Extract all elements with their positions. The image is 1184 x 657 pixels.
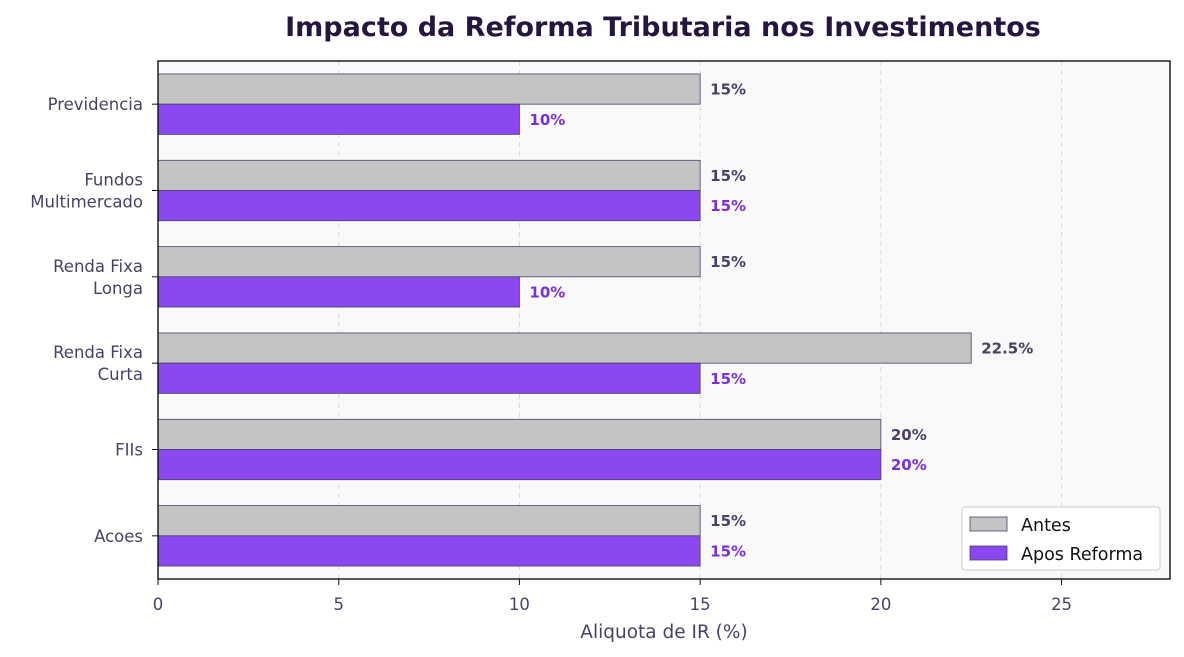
x-tick-label: 5 [333, 595, 344, 614]
x-tick-label: 20 [870, 595, 891, 614]
bar-apos-reforma [157, 535, 701, 567]
value-labels: 15% 15% 20% 20% 22.5% 15% 15% 10% 15% 15% 15% 10% [529, 81, 1033, 561]
bar-value-label: 10% [529, 283, 565, 301]
bar-antes [157, 159, 701, 191]
legend-label-antes: Antes [1021, 516, 1071, 536]
x-tick-label: 10 [509, 595, 530, 614]
bar-antes [157, 332, 972, 364]
plot-frame [157, 60, 1171, 580]
x-tick-label: 25 [1051, 595, 1072, 614]
bar-antes [157, 246, 701, 278]
bar-apos-reforma [157, 362, 701, 394]
bar-apos-reforma [157, 103, 520, 135]
legend-frame [961, 506, 1161, 571]
x-axis-label: Aliquota de IR (%) [580, 622, 747, 643]
y-tick-label: Renda Fixa Longa [53, 257, 143, 298]
bar-apos-reforma [157, 449, 882, 481]
x-tick-label: 0 [153, 595, 164, 614]
bar-value-label: 10% [529, 111, 565, 129]
legend-swatch-apos-reforma [969, 545, 1008, 561]
chart-title: Impacto da Reforma Tributaria nos Invest… [285, 12, 1041, 43]
x-axis-ticks: 0 5 10 15 20 25 [153, 579, 1072, 614]
bar-value-label: 15% [710, 542, 746, 560]
bar-value-label: 22.5% [981, 340, 1033, 358]
legend: Antes Apos Reforma [961, 506, 1161, 571]
bar-antes [157, 505, 701, 537]
bar-value-label: 15% [710, 167, 746, 185]
bar-value-label: 15% [710, 512, 746, 530]
y-tick-label: Fundos Multimercado [30, 171, 143, 212]
bar-antes [157, 418, 882, 450]
bars [157, 73, 972, 567]
bar-apos-reforma [157, 276, 520, 308]
y-tick-label: Acoes [94, 527, 143, 546]
bar-value-label: 15% [710, 370, 746, 388]
bar-value-label: 15% [710, 253, 746, 271]
y-tick-label: Renda Fixa Curta [53, 343, 143, 384]
y-axis-ticks: Acoes FIIs Renda Fixa Curta Renda Fixa Longa F… [30, 95, 158, 546]
bar-value-label: 15% [710, 81, 746, 99]
bar-value-label: 20% [891, 426, 927, 444]
bar-antes [157, 73, 701, 105]
bar-apos-reforma [157, 190, 701, 222]
plot-area [158, 61, 1170, 579]
y-tick-label: FIIs [115, 441, 143, 460]
bar-value-label: 20% [891, 456, 927, 474]
legend-swatch-antes [969, 516, 1008, 532]
y-tick-label: Previdencia [48, 95, 143, 114]
bar-value-label: 15% [710, 197, 746, 215]
x-tick-label: 15 [690, 595, 711, 614]
legend-label-apos-reforma: Apos Reforma [1021, 545, 1143, 565]
